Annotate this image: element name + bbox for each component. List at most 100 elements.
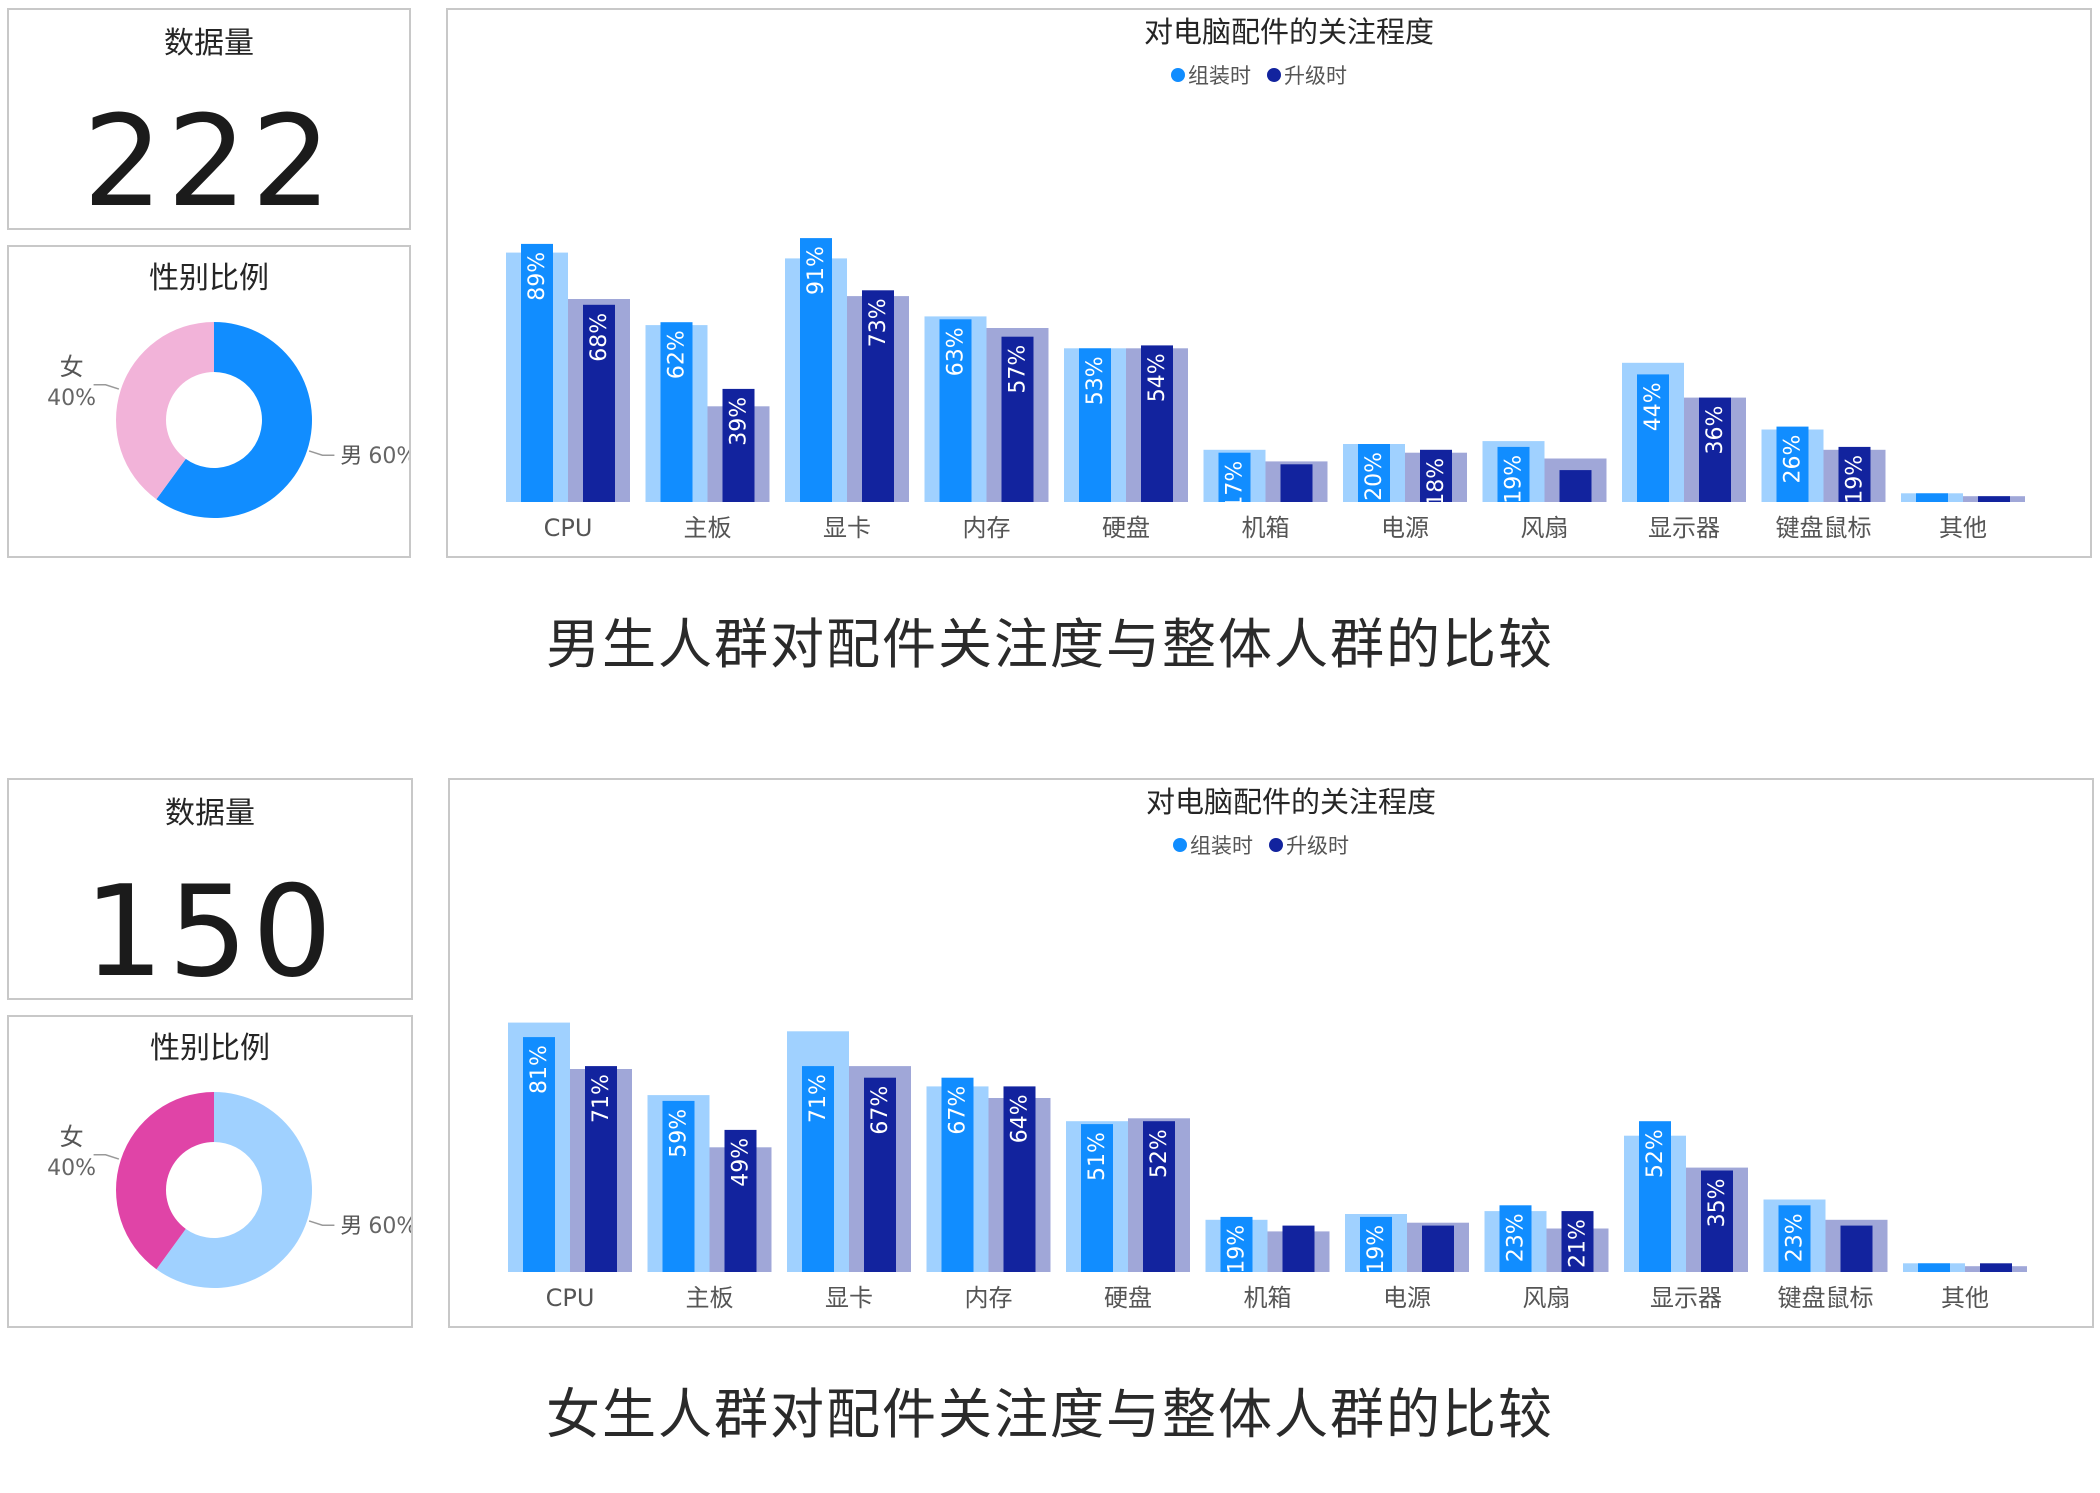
category-group: 17% 机箱 xyxy=(1203,449,1328,542)
donut-label-name: 女 xyxy=(60,1123,84,1151)
segment-bar xyxy=(585,1066,617,1272)
legend-label-1: 升级时 xyxy=(1284,64,1347,88)
panel-caption: 男生人群对配件关注度与整体人群的比较 xyxy=(546,613,1554,676)
x-tick-label: 内存 xyxy=(963,514,1011,542)
data-label: 44% xyxy=(1641,382,1666,431)
donut-slice-0 xyxy=(156,1092,312,1288)
donut-label-name: 女 xyxy=(60,353,84,381)
segment-bar xyxy=(1559,470,1592,502)
bar-chart-card: 对电脑配件的关注程度 组装时 升级时 81% 71% CPU 59% 49% 主板 71% 67% 显… xyxy=(448,778,2094,1328)
x-tick-label: 键盘鼠标 xyxy=(1778,1284,1874,1312)
segment-bar xyxy=(1699,397,1731,502)
data-label: 53% xyxy=(1083,356,1108,405)
donut-label-value: 60% xyxy=(368,444,409,469)
legend-marker-1 xyxy=(1267,68,1281,82)
segment-bar xyxy=(939,319,972,502)
x-tick-label: 其他 xyxy=(1939,514,1987,542)
data-label: 57% xyxy=(1006,345,1031,394)
data-label: 26% xyxy=(1781,435,1806,484)
x-tick-label: 机箱 xyxy=(1244,1284,1292,1312)
count-value: 150 xyxy=(83,858,337,1005)
category-group: 其他 xyxy=(1901,493,2025,542)
data-label: 20% xyxy=(1362,452,1387,501)
data-label: 71% xyxy=(589,1074,614,1123)
donut-label-value: 40% xyxy=(47,1156,96,1181)
segment-bar xyxy=(1499,1205,1532,1272)
segment-bar xyxy=(1916,493,1948,502)
data-label: 68% xyxy=(587,313,612,362)
x-tick-label: CPU xyxy=(546,1284,595,1312)
category-group: 19% 机箱 xyxy=(1205,1216,1330,1312)
x-tick-label: 主板 xyxy=(684,514,732,542)
chart-legend: 组装时 升级时 xyxy=(1171,64,1347,88)
x-tick-label: 显卡 xyxy=(825,1284,873,1312)
data-label: 21% xyxy=(1566,1219,1591,1268)
donut-label-1: 女 40% xyxy=(47,1123,96,1181)
segment-bar xyxy=(1637,374,1669,502)
segment-bar xyxy=(1220,1216,1253,1272)
data-label: 19% xyxy=(1364,1225,1389,1274)
category-group: 59% 49% 主板 xyxy=(647,1095,772,1312)
segment-bar xyxy=(862,290,894,502)
legend-label-1: 升级时 xyxy=(1286,834,1349,858)
category-group: 19% 电源 xyxy=(1345,1214,1469,1312)
segment-bar xyxy=(1561,1211,1594,1272)
legend-label-0: 组装时 xyxy=(1188,64,1251,88)
segment-bar xyxy=(1776,426,1809,502)
category-group: 62% 39% 主板 xyxy=(645,322,770,542)
data-label: 23% xyxy=(1783,1213,1808,1262)
gender-donut-chart: 男60% 女 40% xyxy=(47,1092,411,1288)
segment-bar xyxy=(1143,1121,1175,1272)
gender-donut-chart: 男60% 女 40% xyxy=(47,322,409,518)
category-group: 26% 19% 键盘鼠标 xyxy=(1761,426,1886,542)
donut-leader-line xyxy=(308,1220,335,1226)
panel-caption: 女生人群对配件关注度与整体人群的比较 xyxy=(546,1383,1554,1446)
category-group: 其他 xyxy=(1903,1263,2027,1312)
count-title: 数据量 xyxy=(165,796,255,831)
data-label: 23% xyxy=(1504,1213,1529,1262)
segment-bar xyxy=(1081,1124,1113,1272)
data-label: 54% xyxy=(1145,353,1170,402)
count-title: 数据量 xyxy=(164,26,254,61)
segment-bar xyxy=(722,388,755,502)
data-label: 91% xyxy=(804,246,829,295)
segment-bar xyxy=(1497,446,1530,502)
x-tick-label: CPU xyxy=(544,514,593,542)
x-tick-label: 机箱 xyxy=(1242,514,1290,542)
donut-label-name: 男 xyxy=(340,1214,362,1239)
segment-bar xyxy=(1358,444,1390,502)
x-tick-label: 电源 xyxy=(1383,1284,1431,1312)
segment-bar xyxy=(1280,464,1313,502)
donut-slice-1 xyxy=(116,322,214,500)
chart-legend: 组装时 升级时 xyxy=(1173,834,1349,858)
data-label: 19% xyxy=(1843,455,1868,504)
count-value: 222 xyxy=(82,88,336,235)
category-group: 53% 54% 硬盘 xyxy=(1064,345,1188,542)
category-group: 20% 18% 电源 xyxy=(1343,444,1467,542)
segment-bar xyxy=(1838,446,1871,502)
donut-label-0: 男60% xyxy=(340,1214,411,1239)
legend-label-0: 组装时 xyxy=(1190,834,1253,858)
segment-bar xyxy=(724,1129,757,1272)
segment-bar xyxy=(1079,348,1111,502)
x-tick-label: 硬盘 xyxy=(1102,514,1150,542)
donut-label-value: 40% xyxy=(47,386,96,411)
category-group: 67% 64% 内存 xyxy=(926,1077,1051,1312)
category-group: 81% 71% CPU xyxy=(508,1022,632,1312)
x-tick-label: 显示器 xyxy=(1648,514,1720,542)
x-tick-label: 主板 xyxy=(686,1284,734,1312)
donut-label-0: 男60% xyxy=(340,444,409,469)
category-group: 19% 风扇 xyxy=(1482,441,1607,542)
bar-chart-card: 对电脑配件的关注程度 组装时 升级时 89% 68% CPU 62% 39% 主板 91% 73% 显… xyxy=(446,8,2092,558)
data-label: 89% xyxy=(525,252,550,301)
donut-label-value: 60% xyxy=(368,1214,411,1239)
data-label: 19% xyxy=(1502,455,1527,504)
segment-bar xyxy=(1980,1263,2012,1272)
data-label: 18% xyxy=(1424,458,1449,507)
segment-bar xyxy=(1978,496,2010,502)
x-tick-label: 其他 xyxy=(1941,1284,1989,1312)
